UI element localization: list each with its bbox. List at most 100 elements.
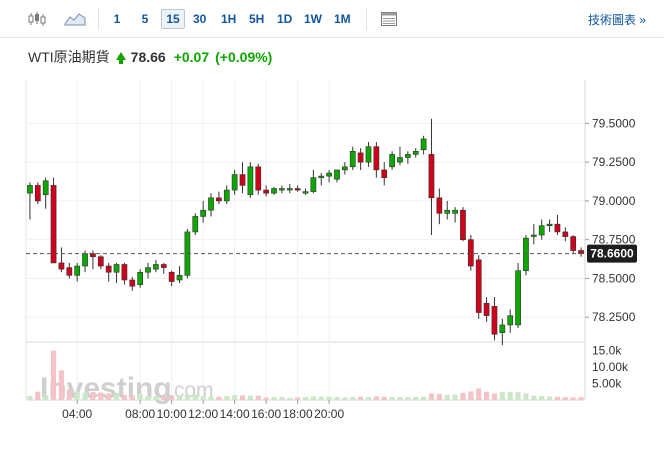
candle-body <box>334 169 340 180</box>
volume-bar <box>342 397 348 400</box>
time-tick-label: 08:00 <box>125 407 155 421</box>
volume-bar <box>365 397 372 400</box>
candle <box>176 266 183 284</box>
candle-body <box>507 315 514 326</box>
volume-bar <box>58 370 64 400</box>
volume-bar <box>515 392 521 400</box>
timeframe-15[interactable]: 15 <box>161 9 185 29</box>
volume-bar <box>224 396 230 400</box>
candle-body <box>58 262 65 270</box>
candle-body <box>302 191 309 194</box>
candle <box>27 182 33 220</box>
candle-body <box>420 138 427 151</box>
candle-body <box>145 267 151 273</box>
price-tick-label: 78.2500 <box>592 310 636 324</box>
candle-body <box>460 209 466 240</box>
volume-bar <box>547 396 553 400</box>
candle <box>192 213 199 236</box>
timeframe-1m[interactable]: 1M <box>334 12 351 26</box>
candle <box>66 262 73 279</box>
volume-bar <box>82 392 88 400</box>
volume-bar <box>358 396 364 400</box>
candle-body <box>452 209 458 214</box>
volume-bar <box>468 391 474 400</box>
candle-body <box>231 174 238 191</box>
candle <box>168 270 175 287</box>
volume-bar <box>35 391 41 400</box>
timeframe-5h[interactable]: 5H <box>249 12 265 26</box>
volume-bar <box>113 392 120 400</box>
volume-bar <box>578 397 584 400</box>
price-tick-label: 79.2500 <box>592 155 636 169</box>
candle-body <box>286 188 293 191</box>
candle <box>231 169 238 195</box>
candle-body <box>342 166 348 171</box>
volume-bar <box>381 396 387 400</box>
timeframe-1h[interactable]: 1H <box>221 12 237 26</box>
candle-body <box>499 324 506 333</box>
candle-body <box>66 267 73 276</box>
volume-bar <box>413 397 419 400</box>
candle <box>546 219 553 232</box>
timeframe-30[interactable]: 30 <box>193 12 207 26</box>
chart-grid <box>25 80 586 401</box>
candle-body <box>271 188 277 194</box>
candle-body <box>247 166 254 196</box>
volume-bar <box>570 397 576 400</box>
volume-bar <box>66 389 72 400</box>
volume-bar <box>263 397 269 400</box>
volume-bar <box>484 391 490 400</box>
area-chart-icon[interactable] <box>62 8 88 30</box>
candle-body <box>137 271 144 285</box>
investing-watermark: Investing .com <box>40 372 214 405</box>
timeframe-1d[interactable]: 1D <box>277 12 293 26</box>
timeframe-1w[interactable]: 1W <box>304 12 322 26</box>
last-price: 78.66 <box>130 49 166 65</box>
technical-chart-link[interactable]: 技術圖表 » <box>587 13 646 27</box>
volume-bar <box>310 396 316 400</box>
volume-bar <box>389 397 395 400</box>
candle-body <box>491 306 498 335</box>
data-table-icon[interactable] <box>378 8 400 30</box>
timeframe-1[interactable]: 1 <box>113 12 121 26</box>
candle-body <box>50 185 57 264</box>
candle <box>239 162 246 194</box>
candlestick-icon[interactable] <box>26 8 48 30</box>
candle <box>515 262 521 329</box>
volume-tick-label: 5.00k <box>592 377 622 391</box>
volume-bar <box>232 395 238 400</box>
candle <box>208 193 214 217</box>
candle <box>562 227 569 242</box>
candle-body <box>113 264 120 273</box>
candle <box>523 235 529 276</box>
candle <box>397 146 403 166</box>
candle-body <box>216 197 222 202</box>
candle-body <box>538 225 545 236</box>
volume-bar <box>169 395 175 400</box>
candle <box>129 276 136 291</box>
volume-bar <box>106 393 112 400</box>
timeframe-5[interactable]: 5 <box>141 12 149 26</box>
up-arrow-icon <box>115 52 126 64</box>
volume-bar <box>43 395 49 400</box>
candle-body <box>412 151 419 155</box>
candle-body <box>121 264 128 281</box>
volume-bar <box>491 393 498 400</box>
volume-tick-label: 15.0k <box>592 344 622 358</box>
candle-body <box>82 253 88 267</box>
candle-body <box>294 188 301 191</box>
candle <box>475 255 482 319</box>
candle <box>570 235 577 254</box>
volume-bar <box>255 395 261 400</box>
candle-body <box>192 216 199 233</box>
candle <box>491 297 498 341</box>
candle <box>381 162 388 186</box>
candle-body <box>318 175 325 178</box>
candle <box>247 162 254 198</box>
candles <box>27 118 584 346</box>
candle <box>263 185 269 197</box>
candle-body <box>381 169 388 178</box>
volume-bar <box>98 392 104 400</box>
time-axis: 04:00 08:00 10:00 12:00 14:00 16:00 18:00 20:00 <box>62 400 344 421</box>
